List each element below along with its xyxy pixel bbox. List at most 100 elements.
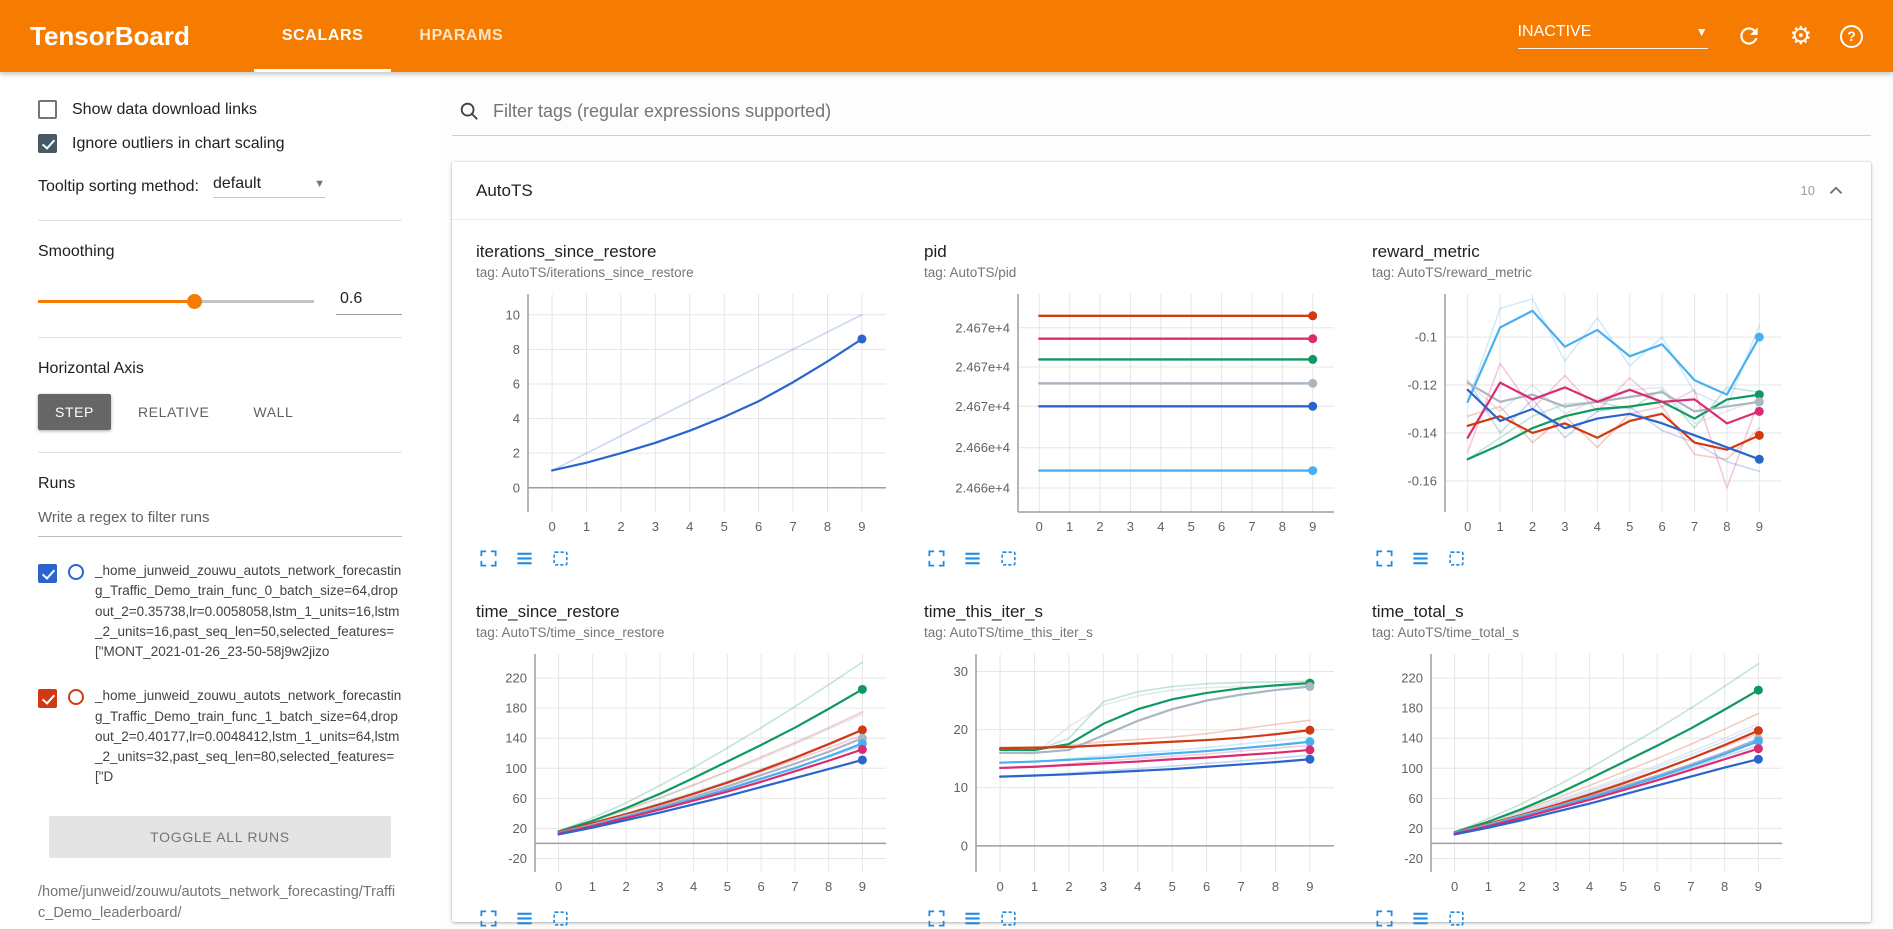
- show-download-links-checkbox[interactable]: [38, 100, 57, 119]
- chart-plot[interactable]: 0 1 2 3 4 5 6 7 8 9 -0.1 -0.12 -0.14 -0.16: [1372, 284, 1794, 540]
- run-selector-lines-icon[interactable]: [963, 549, 982, 568]
- run-item[interactable]: _home_junweid_zouwu_autots_network_forec…: [38, 561, 402, 662]
- smoothing-value-input[interactable]: 0.6: [336, 287, 402, 315]
- svg-text:5: 5: [1620, 879, 1627, 894]
- run-checkbox[interactable]: [38, 689, 57, 709]
- help-icon[interactable]: ?: [1840, 24, 1863, 48]
- svg-text:140: 140: [505, 731, 527, 746]
- svg-text:4: 4: [690, 879, 697, 894]
- run-list: _home_junweid_zouwu_autots_network_forec…: [38, 561, 402, 788]
- log-directory-path: /home/junweid/zouwu/autots_network_forec…: [38, 883, 396, 922]
- svg-text:2.467e+4: 2.467e+4: [955, 320, 1010, 335]
- run-selector-lines-icon[interactable]: [1411, 549, 1430, 568]
- fit-domain-icon[interactable]: [999, 549, 1018, 568]
- chart-plot[interactable]: 0 1 2 3 4 5 6 7 8 9 0 2 4 6 8 10: [476, 284, 898, 540]
- svg-text:0: 0: [1451, 879, 1458, 894]
- general-settings-section: Show data download links Ignore outliers…: [38, 100, 402, 221]
- ignore-outliers-checkbox[interactable]: [38, 134, 57, 153]
- svg-text:20: 20: [954, 722, 968, 737]
- axis-relative-button[interactable]: RELATIVE: [137, 404, 210, 420]
- runs-label: Runs: [38, 475, 76, 492]
- run-item[interactable]: _home_junweid_zouwu_autots_network_forec…: [38, 686, 402, 787]
- scalar-chart-card: time_total_s tag: AutoTS/time_total_s 0 1…: [1372, 602, 1794, 928]
- svg-text:60: 60: [513, 791, 527, 806]
- app-header: TensorBoard SCALARS HPARAMS INACTIVE ▼ ⚙…: [0, 0, 1893, 72]
- fit-domain-icon[interactable]: [551, 909, 570, 928]
- svg-text:4: 4: [513, 411, 520, 426]
- svg-text:9: 9: [859, 879, 866, 894]
- fit-domain-icon[interactable]: [551, 549, 570, 568]
- run-checkbox[interactable]: [38, 564, 57, 583]
- svg-text:6: 6: [513, 376, 520, 391]
- expand-chart-icon[interactable]: [1375, 549, 1394, 568]
- chart-plot[interactable]: 0 1 2 3 4 5 6 7 8 9 2.466e+4 2.466e+4 2.467e+4 2.467e…: [924, 284, 1346, 540]
- refresh-icon[interactable]: [1736, 23, 1762, 49]
- chart-plot[interactable]: 0 1 2 3 4 5 6 7 8 9 -20 20 60 100 140 180 220: [1372, 644, 1794, 900]
- svg-text:8: 8: [1721, 879, 1728, 894]
- svg-text:9: 9: [1755, 879, 1762, 894]
- run-selector-lines-icon[interactable]: [1411, 909, 1430, 928]
- status-label: INACTIVE: [1517, 23, 1592, 40]
- chart-tag: tag: AutoTS/pid: [924, 265, 1017, 280]
- run-name: _home_junweid_zouwu_autots_network_forec…: [95, 688, 402, 785]
- svg-text:9: 9: [1309, 519, 1316, 534]
- show-download-links-label: Show data download links: [72, 100, 258, 118]
- run-selector-lines-icon[interactable]: [515, 549, 534, 568]
- axis-wall-button[interactable]: WALL: [253, 404, 294, 420]
- tooltip-sorting-label: Tooltip sorting method:: [38, 177, 199, 195]
- svg-text:3: 3: [1100, 879, 1107, 894]
- svg-text:20: 20: [513, 821, 527, 836]
- run-solo-radio[interactable]: [68, 564, 84, 580]
- fit-domain-icon[interactable]: [1447, 909, 1466, 928]
- svg-text:0: 0: [1036, 519, 1043, 534]
- tooltip-sort-dropdown[interactable]: default ▼: [212, 175, 325, 198]
- header-actions: INACTIVE ▼ ⚙ ?: [1517, 21, 1863, 50]
- expand-chart-icon[interactable]: [927, 549, 946, 568]
- gear-icon: ⚙: [1789, 21, 1812, 50]
- expand-chart-icon[interactable]: [479, 549, 498, 568]
- chart-plot[interactable]: 0 1 2 3 4 5 6 7 8 9 0 10 20 30: [924, 644, 1346, 900]
- run-selector-lines-icon[interactable]: [515, 909, 534, 928]
- scalars-dashboard: AutoTS 10 iterations_since_restore tag: …: [440, 72, 1893, 929]
- chart-tag: tag: AutoTS/time_this_iter_s: [924, 625, 1093, 640]
- tab-scalars[interactable]: SCALARS: [254, 0, 392, 72]
- svg-text:4: 4: [1134, 879, 1141, 894]
- show-download-links-row[interactable]: Show data download links: [38, 100, 402, 119]
- caret-down-icon: ▼: [314, 178, 325, 190]
- chart-tag: tag: AutoTS/reward_metric: [1372, 265, 1532, 280]
- axis-step-button[interactable]: STEP: [38, 394, 111, 430]
- run-selector-lines-icon[interactable]: [963, 909, 982, 928]
- smoothing-section: Smoothing 0.6: [38, 243, 402, 338]
- tag-group-card: AutoTS 10 iterations_since_restore tag: …: [452, 162, 1871, 927]
- ignore-outliers-row[interactable]: Ignore outliers in chart scaling: [38, 134, 402, 153]
- tag-group-header[interactable]: AutoTS 10: [452, 162, 1871, 220]
- toggle-all-runs-button[interactable]: TOGGLE ALL RUNS: [48, 815, 392, 858]
- run-solo-radio[interactable]: [68, 689, 84, 706]
- svg-text:-20: -20: [1404, 851, 1423, 866]
- data-status-dropdown[interactable]: INACTIVE ▼: [1517, 23, 1708, 49]
- svg-text:8: 8: [1272, 879, 1279, 894]
- tag-filter-input[interactable]: [493, 100, 1865, 122]
- chart-toolbar: [1372, 549, 1794, 568]
- search-icon: [460, 102, 478, 120]
- scalar-chart-card: time_this_iter_s tag: AutoTS/time_this_i…: [924, 602, 1346, 928]
- runs-filter-input[interactable]: [38, 501, 402, 537]
- tooltip-sorting-row: Tooltip sorting method: default ▼: [38, 175, 402, 198]
- smoothing-slider-handle[interactable]: [187, 294, 203, 309]
- tab-hparams[interactable]: HPARAMS: [419, 27, 504, 44]
- svg-text:0: 0: [548, 519, 555, 534]
- expand-chart-icon[interactable]: [927, 909, 946, 928]
- expand-chart-icon[interactable]: [1375, 909, 1394, 928]
- svg-text:9: 9: [858, 519, 865, 534]
- chevron-up-icon[interactable]: [1825, 180, 1847, 202]
- settings-icon[interactable]: ⚙: [1789, 21, 1812, 50]
- svg-text:220: 220: [505, 671, 527, 686]
- smoothing-slider[interactable]: [38, 293, 314, 309]
- svg-text:4: 4: [1586, 879, 1593, 894]
- svg-text:2.467e+4: 2.467e+4: [955, 399, 1010, 414]
- fit-domain-icon[interactable]: [1447, 549, 1466, 568]
- expand-chart-icon[interactable]: [479, 909, 498, 928]
- chart-plot[interactable]: 0 1 2 3 4 5 6 7 8 9 -20 20 60 100 140 180 220: [476, 644, 898, 900]
- fit-domain-icon[interactable]: [999, 909, 1018, 928]
- svg-text:0: 0: [513, 480, 520, 495]
